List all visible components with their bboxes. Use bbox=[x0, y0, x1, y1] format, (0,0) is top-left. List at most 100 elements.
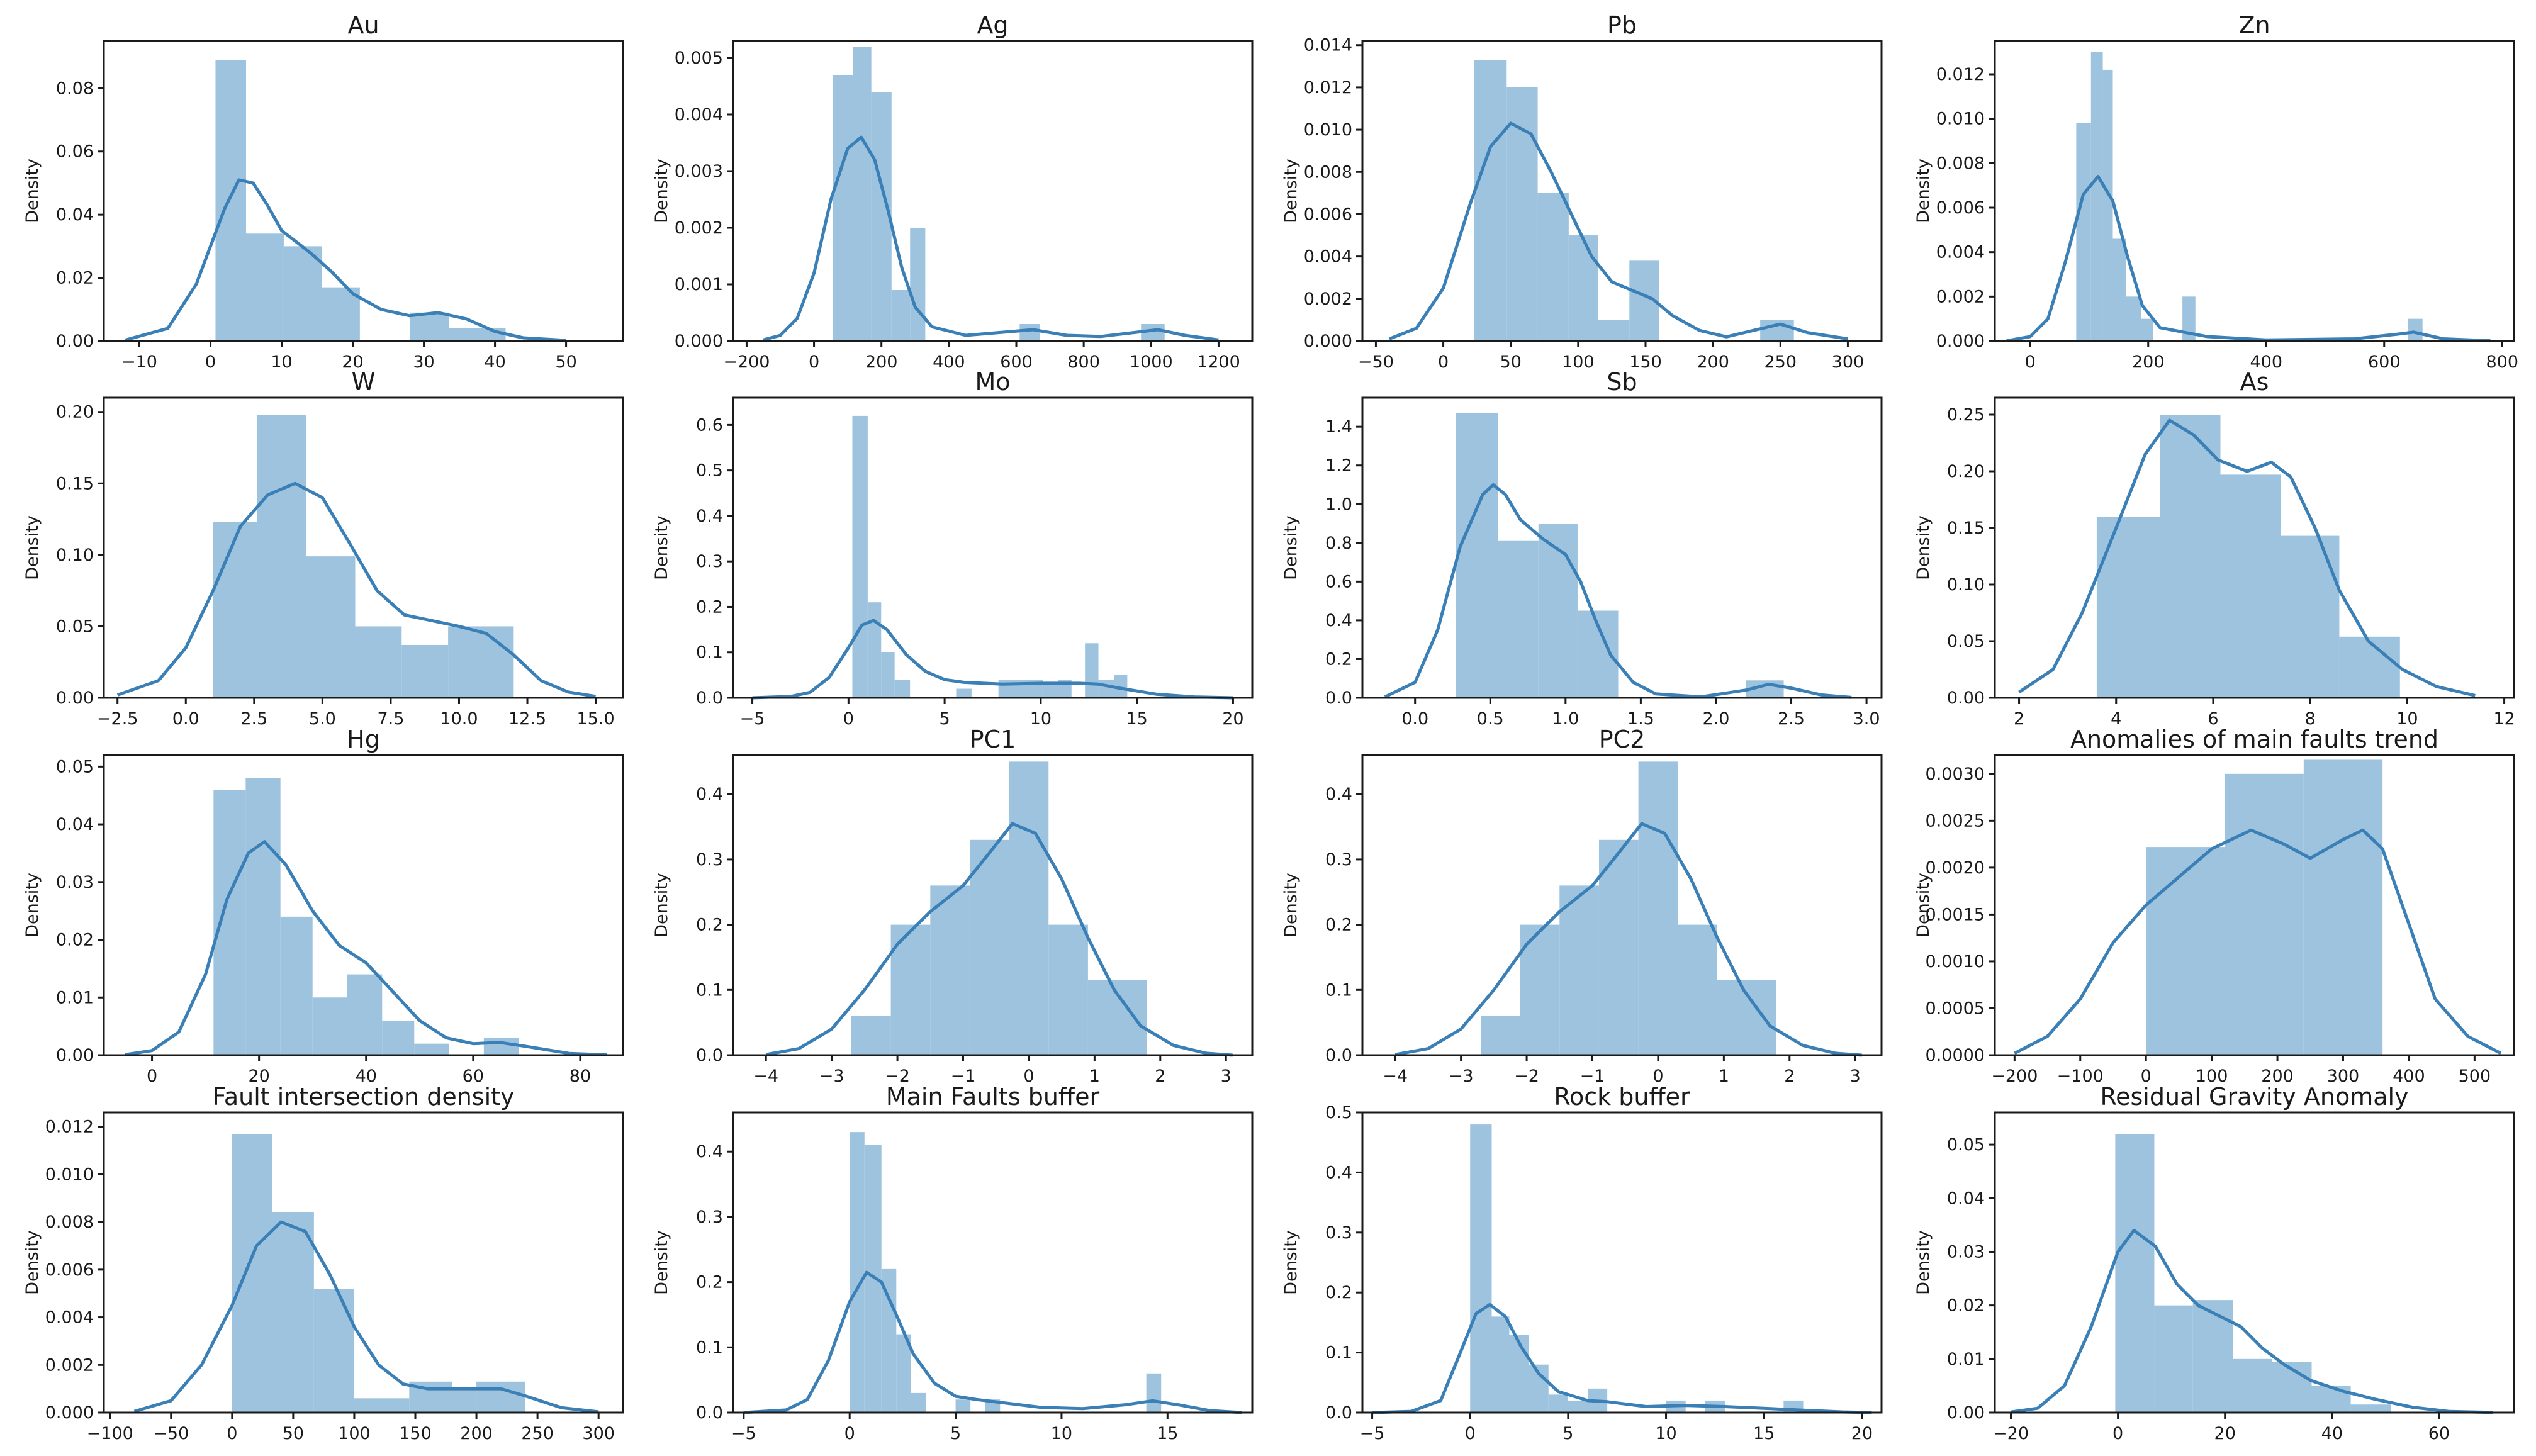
subplot-0: −10 0 10 20 30 40 50 0.00 0.02 0.04 0.06 0.08 Densit… bbox=[23, 11, 624, 372]
y-tick-label: 0.06 bbox=[56, 142, 94, 162]
x-tick-label: 0 bbox=[1023, 1067, 1034, 1086]
y-axis-label: Density bbox=[1914, 873, 1933, 938]
histogram-bar bbox=[1598, 320, 1630, 341]
y-tick-label: 0.1 bbox=[696, 643, 723, 663]
subplot-title: Residual Gravity Anomaly bbox=[2100, 1083, 2408, 1111]
histogram-bar bbox=[1537, 193, 1569, 341]
y-tick-label: 0.014 bbox=[1304, 36, 1352, 55]
x-tick-label: 0 bbox=[2141, 1067, 2152, 1086]
subplot-6: 0.0 0.5 1.0 1.5 2.0 2.5 3.0 0.0 0.2 0.4 0.6 0.8 1.0 1… bbox=[1281, 368, 1883, 729]
y-tick-label: 1.0 bbox=[1325, 495, 1352, 514]
histogram-bar bbox=[257, 415, 306, 698]
y-tick-label: 0.4 bbox=[1325, 785, 1352, 804]
y-tick-label: 0.02 bbox=[56, 269, 94, 288]
x-tick-label: 15 bbox=[1126, 709, 1147, 729]
axes-frame bbox=[1994, 1111, 2515, 1414]
histogram-bar bbox=[382, 1020, 415, 1055]
y-tick-label: 0.0 bbox=[1325, 1046, 1352, 1065]
y-tick-label: 0.6 bbox=[1325, 572, 1352, 591]
y-tick-label: 0.10 bbox=[56, 546, 94, 565]
x-tick-label: 5.0 bbox=[309, 709, 336, 729]
x-tick-label: 600 bbox=[1000, 352, 1033, 372]
histogram-bar bbox=[1480, 1016, 1520, 1055]
x-tick-label: 3 bbox=[1221, 1067, 1232, 1086]
x-tick-label: 100 bbox=[2196, 1067, 2228, 1086]
x-tick-label: −2 bbox=[1514, 1067, 1539, 1086]
histogram-bar bbox=[1085, 643, 1099, 698]
axes-frame bbox=[1994, 40, 2515, 342]
x-tick-label: 80 bbox=[569, 1067, 591, 1086]
x-tick-label: 0 bbox=[1465, 1424, 1476, 1443]
histogram-bar bbox=[1760, 320, 1794, 341]
y-tick-label: 0.0 bbox=[696, 1046, 723, 1065]
kde-line bbox=[1394, 822, 1862, 1057]
kde-line bbox=[125, 840, 607, 1056]
y-axis-label: Density bbox=[652, 873, 671, 938]
y-tick-label: 0.04 bbox=[56, 815, 94, 834]
y-tick-label: 0.1 bbox=[696, 1338, 723, 1357]
y-tick-label: 0.10 bbox=[1947, 575, 1985, 595]
y-axis-label: Density bbox=[1281, 159, 1301, 223]
y-tick-label: 0.2 bbox=[696, 916, 723, 935]
y-tick-label: 0.01 bbox=[1947, 1350, 1985, 1369]
x-tick-label: −4 bbox=[753, 1067, 778, 1086]
histogram-bar bbox=[1498, 540, 1539, 698]
kde-line bbox=[1372, 1302, 1872, 1414]
x-tick-label: 7.5 bbox=[377, 709, 404, 729]
y-tick-label: 0.012 bbox=[45, 1117, 94, 1137]
x-tick-label: 0 bbox=[227, 1424, 237, 1443]
y-axis-label: Density bbox=[1914, 1230, 1933, 1295]
histogram-bar bbox=[213, 522, 257, 698]
y-tick-label: 0.000 bbox=[1304, 332, 1352, 351]
kde-line bbox=[765, 822, 1233, 1057]
y-tick-label: 0.3 bbox=[1325, 850, 1352, 870]
x-tick-label: −200 bbox=[1991, 1067, 2038, 1086]
kde-line bbox=[763, 135, 1219, 342]
subplot-title: Hg bbox=[347, 725, 380, 753]
histogram-bar bbox=[2182, 296, 2196, 341]
y-tick-label: 0.6 bbox=[696, 415, 723, 435]
kde-line bbox=[2018, 418, 2476, 697]
y-tick-label: 0.010 bbox=[1936, 109, 1985, 129]
x-tick-label: 800 bbox=[2486, 352, 2518, 372]
y-tick-label: 0.08 bbox=[56, 79, 94, 98]
x-tick-label: 12.5 bbox=[508, 709, 546, 729]
histogram-bar bbox=[448, 626, 514, 698]
y-axis-label: Density bbox=[23, 159, 42, 223]
subplot-title: Main Faults buffer bbox=[886, 1083, 1100, 1111]
x-tick-label: 10.0 bbox=[440, 709, 478, 729]
axes-frame bbox=[103, 40, 624, 342]
subplot-3: 0 200 400 600 800 0.000 0.002 0.004 0.006 0.008 0.… bbox=[1914, 11, 2518, 372]
y-tick-label: 0.5 bbox=[696, 461, 723, 481]
subplot-title: W bbox=[352, 368, 376, 396]
y-tick-label: 0.008 bbox=[45, 1212, 94, 1232]
x-tick-label: 250 bbox=[1765, 352, 1797, 372]
y-tick-label: 0.000 bbox=[45, 1403, 94, 1423]
x-tick-label: −4 bbox=[1383, 1067, 1408, 1086]
y-tick-label: 0.002 bbox=[1936, 287, 1985, 306]
x-tick-label: 10 bbox=[2396, 709, 2418, 729]
y-tick-label: 0.000 bbox=[675, 332, 723, 351]
x-tick-label: 150 bbox=[399, 1424, 432, 1443]
histogram-bar bbox=[2090, 52, 2103, 342]
histogram-bar bbox=[2233, 1358, 2272, 1413]
histogram-bar bbox=[2076, 123, 2091, 341]
histogram-bar bbox=[1474, 60, 1507, 341]
y-tick-label: 0.003 bbox=[675, 162, 723, 181]
subplot-5: −5 0 5 10 15 20 0.0 0.1 0.2 0.3 0.4 0.5 0.6 Density Mo bbox=[652, 368, 1254, 729]
histogram-bar bbox=[1559, 885, 1599, 1055]
histogram-bar bbox=[2160, 415, 2221, 698]
y-tick-label: 0.004 bbox=[1936, 243, 1985, 262]
y-axis-label: Density bbox=[652, 515, 671, 580]
subplot-15: −20 0 20 40 60 0.00 0.01 0.02 0.03 0.04 0.05 Densit… bbox=[1914, 1083, 2515, 1443]
y-tick-label: 0.006 bbox=[1936, 198, 1985, 218]
subplot-title: Anomalies of main faults trend bbox=[2070, 725, 2438, 753]
x-tick-label: 40 bbox=[356, 1067, 377, 1086]
histogram-bar bbox=[2225, 773, 2304, 1055]
histogram-bar bbox=[306, 556, 356, 698]
x-tick-label: 2 bbox=[1155, 1067, 1165, 1086]
y-tick-label: 0.4 bbox=[1325, 611, 1352, 630]
subplot-title: Rock buffer bbox=[1554, 1083, 1690, 1111]
histogram-bar bbox=[1717, 980, 1776, 1055]
y-tick-label: 0.00 bbox=[1947, 688, 1985, 708]
